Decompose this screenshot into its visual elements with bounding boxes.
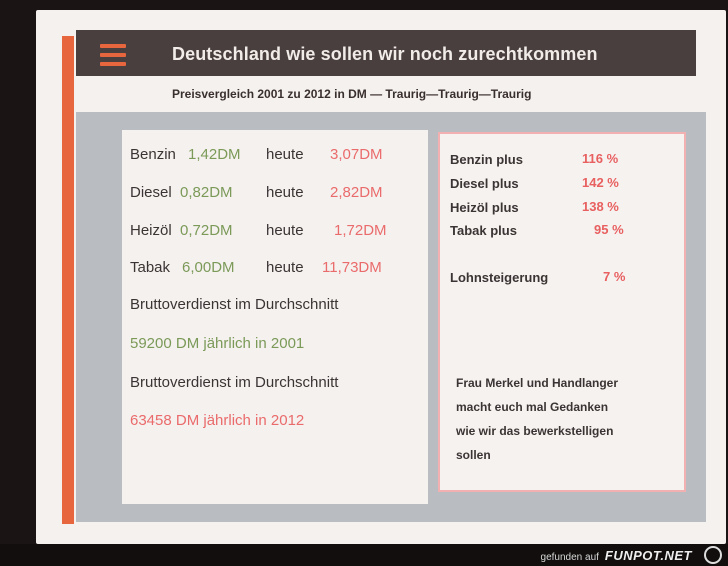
price-item: Tabak bbox=[130, 259, 171, 276]
watermark-prefix: gefunden auf bbox=[540, 552, 599, 563]
watermark-brand: FUNPOT.NET bbox=[604, 548, 692, 563]
page-title: Deutschland wie sollen wir noch zurechtk… bbox=[172, 44, 598, 64]
increase-label: Heizöl plus bbox=[450, 200, 519, 215]
price-old: 0,72DM bbox=[180, 222, 233, 239]
increase-label: Diesel plus bbox=[450, 176, 519, 191]
header-bar bbox=[76, 30, 696, 76]
increase-label: Tabak plus bbox=[450, 223, 517, 238]
orange-side-bar bbox=[62, 36, 74, 524]
price-word: heute bbox=[266, 259, 304, 276]
price-old: 6,00DM bbox=[182, 259, 235, 276]
subtitle: Preisvergleich 2001 zu 2012 in DM — Trau… bbox=[172, 87, 532, 101]
watermark: gefunden auf FUNPOT.NET bbox=[541, 548, 692, 563]
price-box bbox=[122, 130, 428, 504]
increase-box bbox=[438, 132, 686, 492]
price-new: 11,73DM bbox=[322, 259, 382, 276]
price-item: Heizöl bbox=[130, 222, 172, 239]
price-item: Benzin bbox=[130, 146, 176, 163]
note-line: sollen bbox=[456, 448, 491, 462]
note-line: wie wir das bewerkstelligen bbox=[456, 424, 614, 438]
wage-label: Lohnsteigerung bbox=[450, 270, 549, 285]
watermark-logo-icon bbox=[704, 546, 722, 564]
price-word: heute bbox=[266, 222, 304, 239]
increase-value: 138 % bbox=[582, 199, 619, 214]
increase-value: 116 % bbox=[582, 151, 619, 166]
bottom-strip bbox=[0, 544, 728, 566]
price-old: 1,42DM bbox=[188, 146, 241, 163]
menu-icon bbox=[100, 44, 126, 66]
price-word: heute bbox=[266, 146, 304, 163]
price-new: 1,72DM bbox=[334, 222, 387, 239]
income-label-2012: Bruttoverdienst im Durchschnitt bbox=[130, 374, 339, 391]
price-new: 2,82DM bbox=[330, 184, 383, 201]
note-line: macht euch mal Gedanken bbox=[456, 400, 609, 414]
note-line: Frau Merkel und Handlanger bbox=[456, 376, 619, 390]
wage-value: 7 % bbox=[603, 269, 626, 284]
income-value-2012: 63458 DM jährlich in 2012 bbox=[130, 412, 305, 429]
increase-value: 95 % bbox=[594, 222, 624, 237]
increase-label: Benzin plus bbox=[450, 152, 523, 167]
price-item: Diesel bbox=[130, 184, 172, 201]
price-new: 3,07DM bbox=[330, 146, 383, 163]
income-value-2001: 59200 DM jährlich in 2001 bbox=[130, 335, 305, 352]
price-old: 0,82DM bbox=[180, 184, 233, 201]
income-label-2001: Bruttoverdienst im Durchschnitt bbox=[130, 296, 339, 313]
increase-value: 142 % bbox=[582, 175, 619, 190]
price-word: heute bbox=[266, 184, 304, 201]
